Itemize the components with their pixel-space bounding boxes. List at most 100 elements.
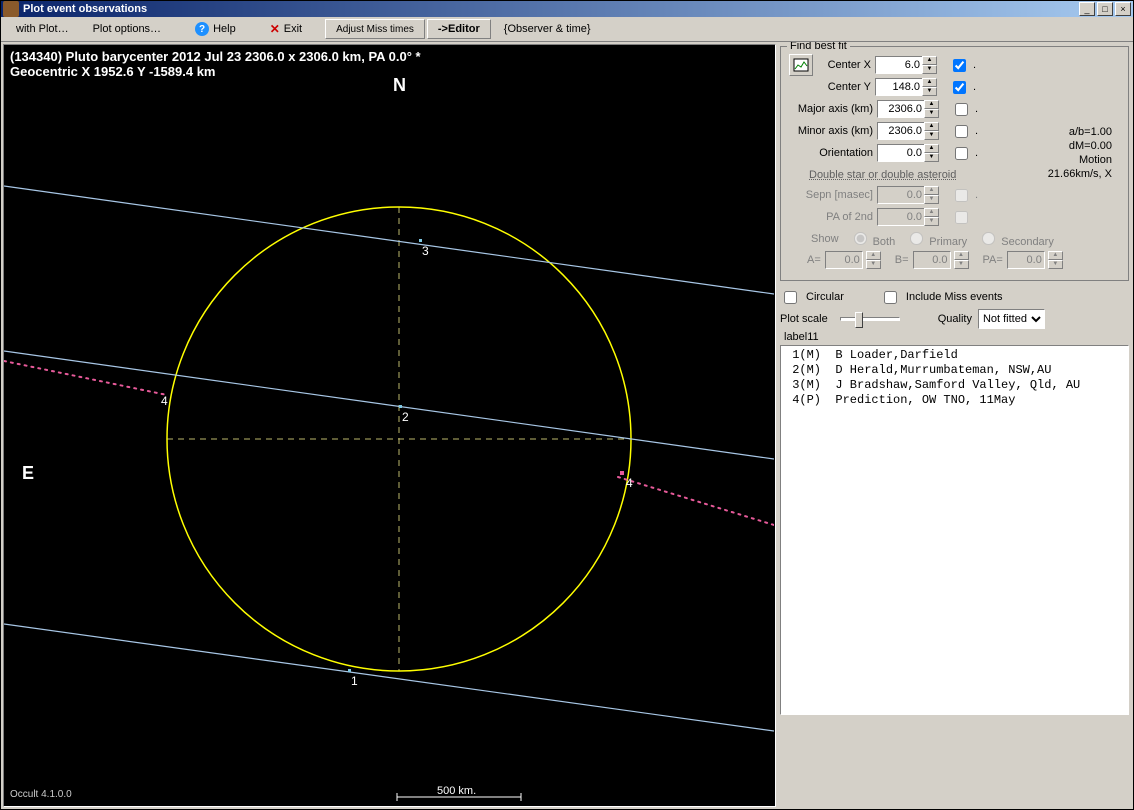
major-axis-lock-checkbox[interactable] — [955, 103, 968, 116]
fit-run-button[interactable] — [789, 54, 813, 76]
center-x-lock-checkbox[interactable] — [953, 59, 966, 72]
major-axis-label: Major axis (km) — [789, 103, 873, 115]
ab-ratio: a/b=1.00 — [1048, 125, 1112, 139]
b-eq-label: B= — [895, 254, 909, 266]
a-spinner: ▲▼ — [866, 251, 881, 269]
show-primary-radio — [910, 232, 923, 245]
minor-axis-lock-checkbox[interactable] — [955, 125, 968, 138]
adjust-miss-button[interactable]: Adjust Miss times — [325, 19, 425, 39]
exit-button[interactable]: ✕ Exit — [259, 19, 313, 39]
plot-canvas: (134340) Pluto barycenter 2012 Jul 23 23… — [4, 45, 774, 803]
minor-dot: . — [975, 125, 978, 137]
minimize-button[interactable]: _ — [1079, 2, 1095, 16]
major-axis-input[interactable] — [877, 100, 925, 118]
center-x-input[interactable] — [875, 56, 923, 74]
help-button[interactable]: ? Help — [184, 19, 247, 39]
include-miss-checkbox[interactable] — [884, 291, 897, 304]
pa-input — [1007, 251, 1045, 269]
exit-label: Exit — [284, 23, 302, 35]
label11: label11 — [784, 331, 1129, 343]
editor-button[interactable]: ->Editor — [427, 19, 491, 39]
show-secondary-radio — [982, 232, 995, 245]
orientation-spinner[interactable]: ▲▼ — [924, 144, 939, 162]
minor-axis-spinner[interactable]: ▲▼ — [924, 122, 939, 140]
quality-label: Quality — [938, 313, 972, 325]
major-axis-spinner[interactable]: ▲▼ — [924, 100, 939, 118]
b-spinner: ▲▼ — [954, 251, 969, 269]
pa2nd-label: PA of 2nd — [789, 211, 873, 223]
sepn-dot: . — [975, 189, 978, 201]
observer-time-button[interactable]: {Observer & time} — [493, 19, 602, 39]
center-y-input[interactable] — [875, 78, 923, 96]
svg-text:(134340) Pluto barycenter 2012: (134340) Pluto barycenter 2012 Jul 23 23… — [10, 49, 422, 64]
svg-text:E: E — [22, 463, 34, 483]
svg-text:2: 2 — [402, 410, 409, 424]
b-input — [913, 251, 951, 269]
quality-select[interactable]: Not fitted — [978, 309, 1045, 329]
motion-info: a/b=1.00 dM=0.00 Motion 21.66km/s, X — [1048, 125, 1112, 181]
orientation-lock-checkbox[interactable] — [955, 147, 968, 160]
center-x-spinner[interactable]: ▲▼ — [922, 56, 937, 74]
show-primary-label: Primary — [929, 236, 967, 248]
exit-icon: ✕ — [270, 22, 280, 36]
show-both-radio — [854, 232, 867, 245]
orientation-dot: . — [975, 147, 978, 159]
plot-area: (134340) Pluto barycenter 2012 Jul 23 23… — [3, 44, 776, 807]
pa2nd-spinner: ▲▼ — [924, 208, 939, 226]
plot-scale-slider[interactable] — [840, 317, 900, 321]
double-star-link[interactable]: Double star or double asteroid — [809, 169, 956, 181]
sepn-input — [877, 186, 925, 204]
sepn-lock-checkbox — [955, 189, 968, 202]
circular-checkbox[interactable] — [784, 291, 797, 304]
center-x-label: Center X — [813, 59, 871, 71]
find-best-fit-group: Find best fit Center X ▲▼ . — [780, 46, 1129, 281]
dm-value: dM=0.00 — [1048, 139, 1112, 153]
fit-legend: Find best fit — [787, 42, 850, 52]
options-row: Circular Include Miss events — [780, 287, 1129, 307]
titlebar: Plot event observations _ □ × — [1, 1, 1133, 17]
pa-spinner: ▲▼ — [1048, 251, 1063, 269]
pa2nd-lock-checkbox — [955, 211, 968, 224]
side-panel: Find best fit Center X ▲▼ . — [778, 42, 1133, 809]
svg-text:3: 3 — [422, 244, 429, 258]
orientation-input[interactable] — [877, 144, 925, 162]
show-both-label: Both — [873, 236, 896, 248]
svg-text:Geocentric X 1952.6 Y -1589.4: Geocentric X 1952.6 Y -1589.4 km — [10, 64, 216, 79]
svg-text:N: N — [393, 75, 406, 95]
observer-listbox[interactable]: 1(M) B Loader,Darfield 2(M) D Herald,Mur… — [780, 345, 1129, 715]
include-miss-label: Include Miss events — [906, 291, 1003, 303]
svg-text:4: 4 — [161, 394, 168, 408]
pa-eq-label: PA= — [983, 254, 1003, 266]
sepn-spinner: ▲▼ — [924, 186, 939, 204]
minor-axis-input[interactable] — [877, 122, 925, 140]
major-dot: . — [975, 103, 978, 115]
app-window: Plot event observations _ □ × with Plot…… — [0, 0, 1134, 810]
plot-scale-label: Plot scale — [780, 313, 828, 325]
scale-quality-row: Plot scale Quality Not fitted — [780, 309, 1129, 329]
a-input — [825, 251, 863, 269]
svg-text:Occult 4.1.0.0: Occult 4.1.0.0 — [10, 789, 72, 800]
maximize-button[interactable]: □ — [1097, 2, 1113, 16]
show-radio-group: Show Both Primary Secondary — [811, 229, 1120, 248]
body-area: (134340) Pluto barycenter 2012 Jul 23 23… — [1, 42, 1133, 809]
show-label: Show — [811, 233, 839, 245]
pa2nd-input — [877, 208, 925, 226]
window-title: Plot event observations — [23, 3, 1077, 15]
help-icon: ? — [195, 22, 209, 36]
show-secondary-label: Secondary — [1001, 236, 1054, 248]
app-icon — [3, 1, 19, 17]
center-x-dot: . — [973, 59, 976, 71]
svg-text:500 km.: 500 km. — [437, 785, 476, 797]
close-button[interactable]: × — [1115, 2, 1131, 16]
motion-value: 21.66km/s, X — [1048, 167, 1112, 181]
with-plot-button[interactable]: with Plot… — [5, 19, 80, 39]
plot-options-button[interactable]: Plot options… — [82, 19, 172, 39]
motion-label: Motion — [1048, 153, 1112, 167]
minor-axis-label: Minor axis (km) — [789, 125, 873, 137]
center-y-lock-checkbox[interactable] — [953, 81, 966, 94]
a-eq-label: A= — [807, 254, 821, 266]
fit-run-icon — [793, 58, 809, 72]
svg-text:1: 1 — [351, 674, 358, 688]
circular-label: Circular — [806, 291, 844, 303]
center-y-spinner[interactable]: ▲▼ — [922, 78, 937, 96]
